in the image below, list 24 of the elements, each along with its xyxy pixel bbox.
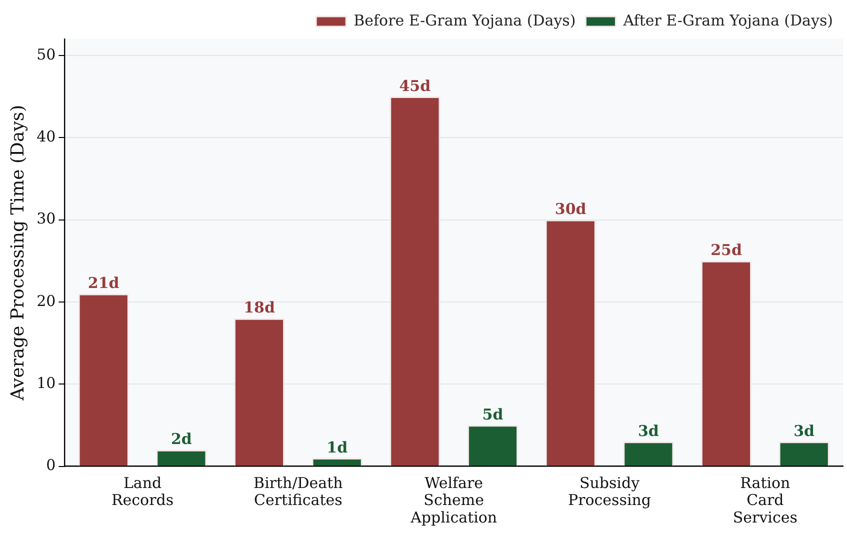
y-tick-label: 20 xyxy=(36,292,56,310)
data-label: 18d xyxy=(244,298,276,317)
data-label: 1d xyxy=(326,438,348,456)
data-label: 45d xyxy=(399,76,432,95)
legend-label: After E-Gram Yojana (Days) xyxy=(622,11,834,30)
x-tick-label: Ration Card Services xyxy=(732,474,798,526)
y-tick-label: 0 xyxy=(46,456,56,474)
data-label: 25d xyxy=(710,241,742,260)
y-axis-title: Average Processing Time (Days) xyxy=(7,104,28,402)
data-label: 5d xyxy=(482,406,504,424)
y-tick-label: 50 xyxy=(36,45,56,64)
data-label: 21d xyxy=(88,274,120,292)
y-tick-label: 10 xyxy=(36,374,56,392)
y-tick-label: 40 xyxy=(36,127,56,146)
data-label: 3d xyxy=(638,422,660,440)
legend-label: Before E-Gram Yojana (Days) xyxy=(354,11,576,30)
x-tick-label: Subsidy Processing xyxy=(568,474,652,510)
x-tick-label: Welfare Scheme Application xyxy=(410,474,498,526)
y-tick-label: 30 xyxy=(36,210,56,228)
data-label: 30d xyxy=(554,200,587,218)
x-tick-label: Land Records xyxy=(111,474,174,510)
data-label: 2d xyxy=(170,430,192,448)
data-label: 3d xyxy=(794,422,816,440)
x-tick-label: Birth/Death Certificates xyxy=(254,474,344,510)
